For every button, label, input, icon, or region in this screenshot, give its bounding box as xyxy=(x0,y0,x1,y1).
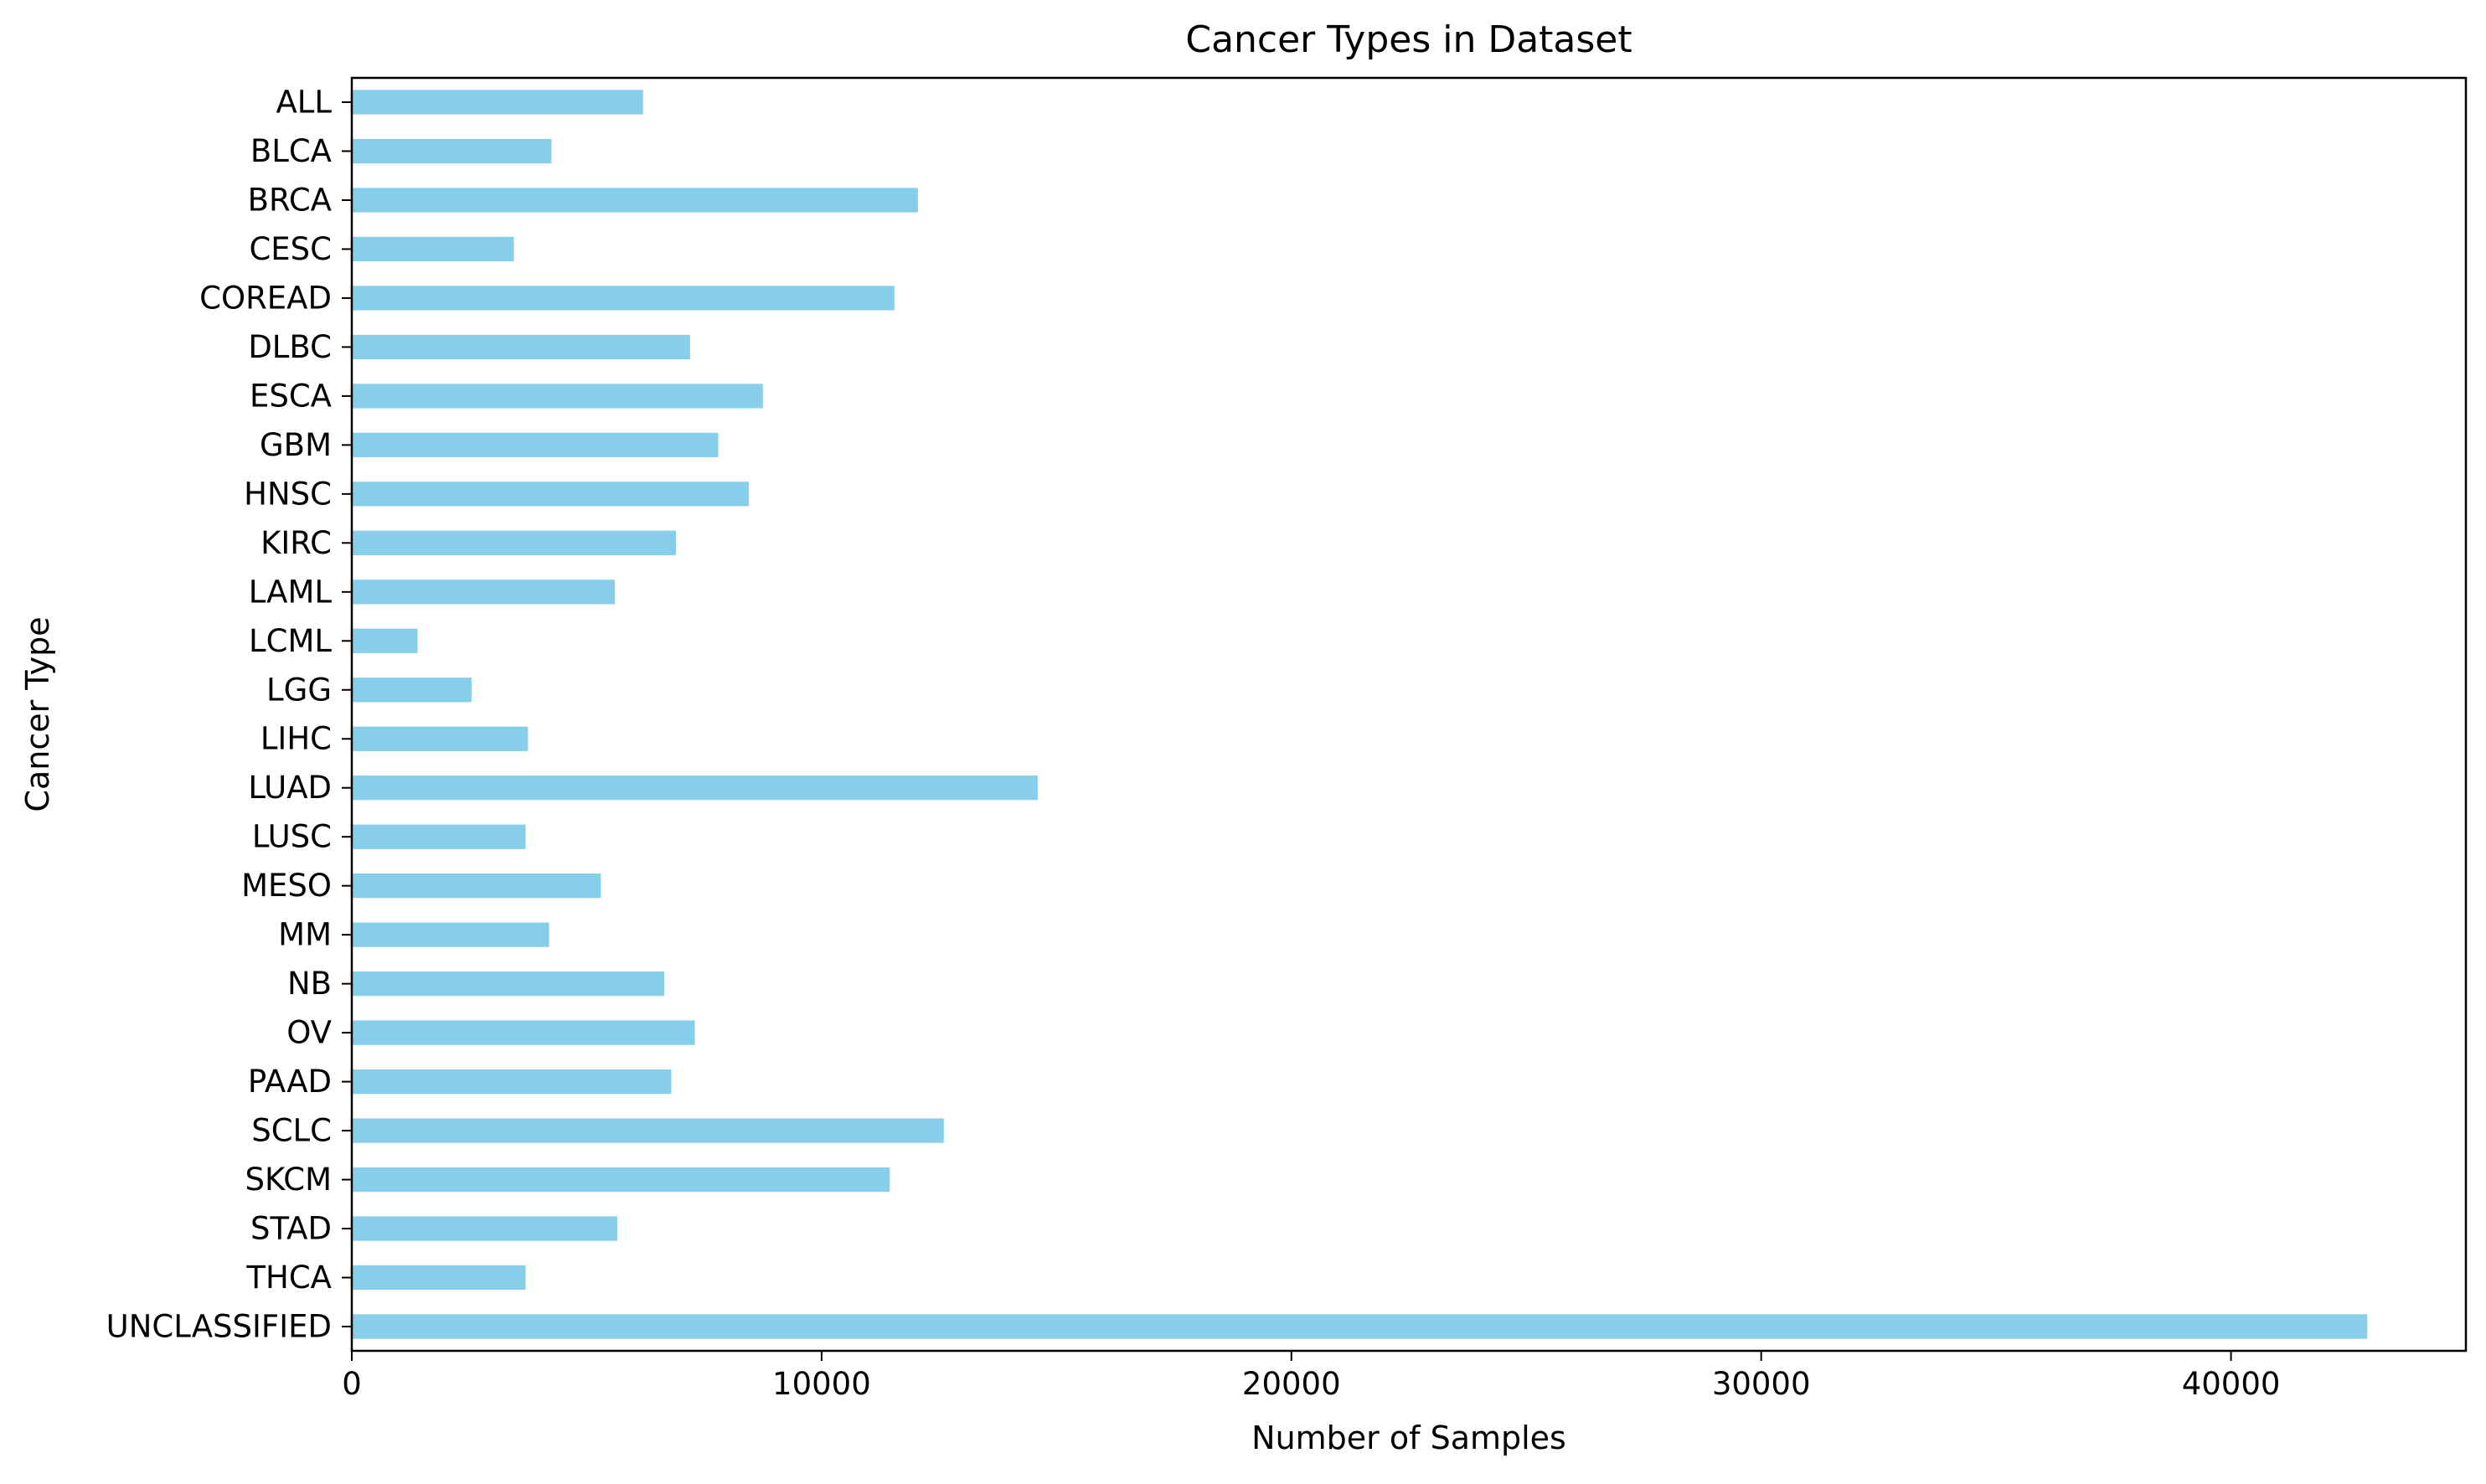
y-tick-label: NB xyxy=(287,966,332,1002)
y-tick-label: MM xyxy=(278,917,332,953)
bar-lcml xyxy=(352,628,418,653)
y-tick-label: THCA xyxy=(245,1260,332,1296)
y-tick-label: MESO xyxy=(241,868,332,904)
y-tick-label: SKCM xyxy=(245,1162,332,1198)
bar-coread xyxy=(352,286,895,311)
bar-unclassified xyxy=(352,1314,2368,1339)
bar-dlbc xyxy=(352,334,690,360)
x-tick-label: 20000 xyxy=(1242,1366,1341,1402)
y-tick-label: LCML xyxy=(249,623,332,659)
bar-skcm xyxy=(352,1167,890,1193)
bar-hnsc xyxy=(352,482,749,507)
bar-laml xyxy=(352,580,616,605)
bars-layer xyxy=(352,90,2368,1339)
y-tick-label: BRCA xyxy=(248,182,332,218)
bar-meso xyxy=(352,873,601,899)
bar-stad xyxy=(352,1216,617,1241)
bar-lusc xyxy=(352,824,526,849)
bar-blca xyxy=(352,138,552,164)
bar-luad xyxy=(352,775,1038,801)
y-tick-label: LGG xyxy=(266,672,332,708)
y-tick-label: CESC xyxy=(249,231,332,267)
y-tick-label: ESCA xyxy=(250,378,332,414)
y-tick-label: UNCLASSIFIED xyxy=(106,1309,332,1345)
bar-thca xyxy=(352,1265,526,1291)
y-tick-label: STAD xyxy=(250,1211,332,1247)
y-tick-label: HNSC xyxy=(244,476,332,512)
y-tick-label: COREAD xyxy=(199,280,332,316)
y-tick-label: LUSC xyxy=(252,819,332,855)
bar-lihc xyxy=(352,726,529,751)
y-tick-label: SCLC xyxy=(251,1113,332,1149)
bar-nb xyxy=(352,971,664,997)
x-tick-label: 40000 xyxy=(2182,1366,2281,1402)
bar-kirc xyxy=(352,530,677,555)
y-axis: ALL BLCA BRCA CESC COREAD DLBC ESCA GBM HNSC KIRC… xyxy=(106,85,352,1345)
y-tick-label: LUAD xyxy=(248,770,332,806)
chart-title: Cancer Types in Dataset xyxy=(1185,18,1632,61)
x-tick-label: 10000 xyxy=(772,1366,871,1402)
y-tick-label: BLCA xyxy=(250,133,332,169)
y-axis-label: Cancer Type xyxy=(19,616,56,812)
y-tick-label: DLBC xyxy=(248,329,332,365)
bar-ov xyxy=(352,1020,695,1045)
y-tick-label: ALL xyxy=(276,85,332,121)
y-tick-label: GBM xyxy=(260,427,332,463)
y-tick-label: LIHC xyxy=(260,721,332,757)
y-tick-label: OV xyxy=(286,1015,332,1051)
y-tick-label: KIRC xyxy=(260,525,332,561)
x-tick-label: 30000 xyxy=(1712,1366,1811,1402)
y-tick-label: PAAD xyxy=(248,1064,332,1100)
bar-mm xyxy=(352,922,549,947)
x-tick-label: 0 xyxy=(342,1366,362,1402)
bar-esca xyxy=(352,384,763,409)
bar-all xyxy=(352,90,643,115)
bar-gbm xyxy=(352,432,719,457)
bar-sclc xyxy=(352,1118,944,1143)
bar-brca xyxy=(352,188,918,213)
bar-cesc xyxy=(352,236,514,262)
y-tick-label: LAML xyxy=(249,574,333,610)
x-axis-label: Number of Samples xyxy=(1251,1420,1566,1456)
bar-paad xyxy=(352,1069,672,1095)
bar-lgg xyxy=(352,678,472,703)
plot-frame xyxy=(350,76,2468,1353)
x-axis: 0 10000 20000 30000 40000 xyxy=(342,1351,2280,1402)
